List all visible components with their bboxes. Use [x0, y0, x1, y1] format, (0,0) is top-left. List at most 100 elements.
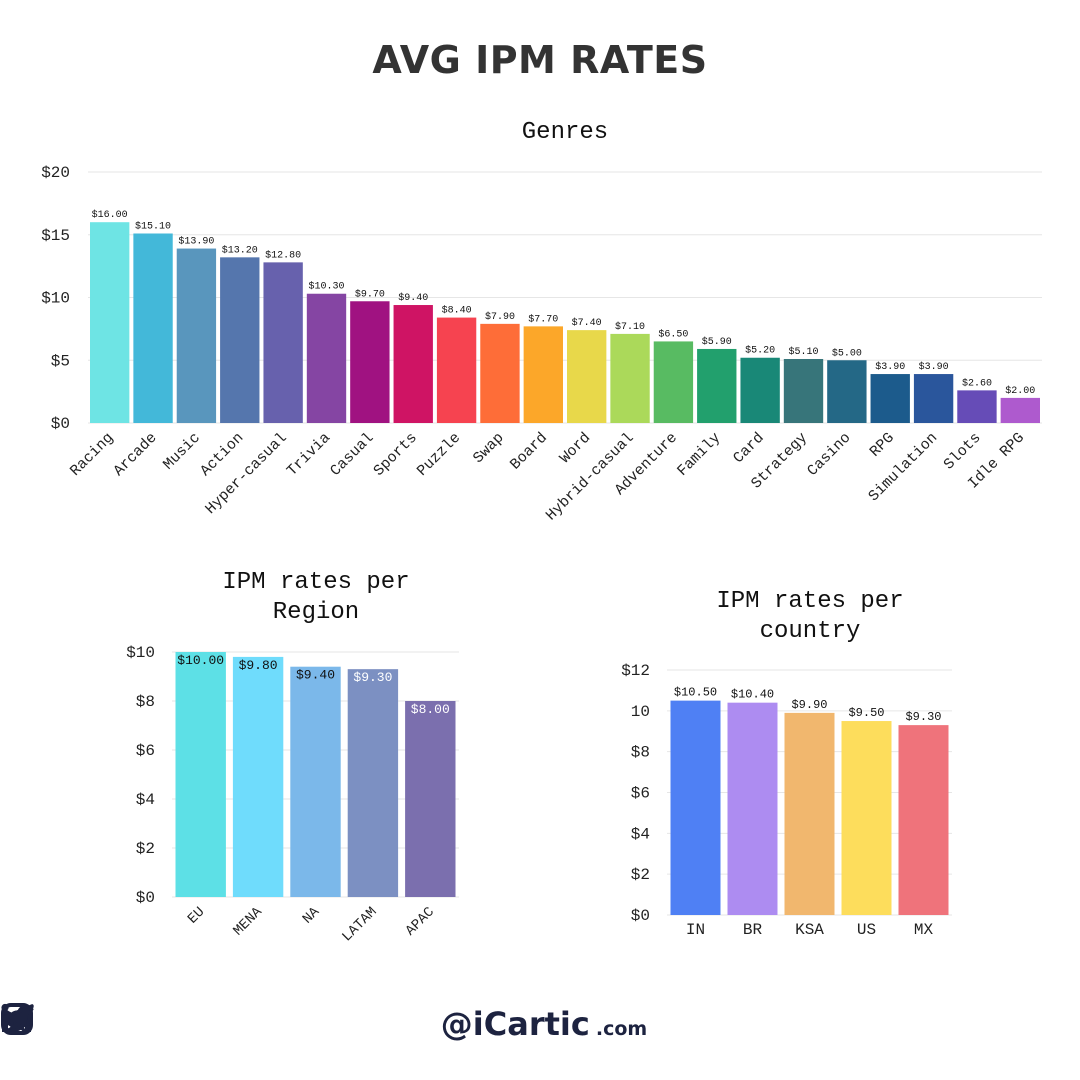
region-y-tick-label: $8	[136, 693, 155, 711]
genres-data-label: $13.20	[222, 244, 258, 256]
genres-data-label: $9.70	[355, 288, 385, 300]
genres-x-tick-label: Swap	[470, 430, 507, 467]
country-data-label: $9.90	[791, 698, 827, 712]
genres-x-tick-label: Trivia	[284, 430, 334, 480]
genres-bar[interactable]	[610, 333, 650, 423]
country-bar[interactable]	[898, 725, 949, 915]
genres-data-label: $5.90	[702, 336, 732, 348]
genres-bar[interactable]	[1000, 397, 1040, 423]
genres-data-label: $8.40	[442, 305, 472, 317]
genres-bar[interactable]	[436, 317, 477, 423]
country-x-tick-label: IN	[686, 921, 705, 939]
genres-bar[interactable]	[567, 330, 607, 423]
footer-handle[interactable]: @iCartic	[440, 1005, 590, 1043]
country-bar[interactable]	[841, 721, 892, 915]
genres-y-tick-label: $5	[51, 352, 70, 370]
region-y-tick-label: $6	[136, 742, 155, 760]
country-data-label: $10.40	[731, 688, 774, 702]
country-data-label: $10.50	[674, 686, 717, 700]
region-bar[interactable]	[405, 701, 456, 897]
genres-data-label: $3.90	[875, 361, 905, 373]
genres-data-label: $16.00	[92, 209, 128, 221]
country-bar[interactable]	[670, 700, 721, 915]
genres-data-label: $7.40	[572, 317, 602, 329]
genres-bar[interactable]	[90, 222, 130, 423]
genres-data-label: $10.30	[308, 281, 344, 293]
genres-bar[interactable]	[176, 248, 217, 423]
genres-bar[interactable]	[220, 257, 260, 423]
genres-data-label: $7.10	[615, 321, 645, 333]
region-data-label: $9.80	[239, 658, 278, 673]
telegram-icon[interactable]	[0, 1002, 36, 1036]
genres-y-tick-label: $0	[51, 415, 70, 433]
region-bar[interactable]	[290, 666, 341, 897]
genres-x-tick-label: Casual	[327, 430, 377, 480]
country-bar[interactable]	[727, 702, 778, 915]
region-bar[interactable]	[232, 656, 284, 897]
genres-bar[interactable]	[653, 341, 694, 423]
genres-bar[interactable]	[306, 293, 347, 423]
region-data-label: $9.30	[353, 670, 392, 685]
genres-bar[interactable]	[480, 323, 520, 423]
page-title: AVG IPM RATES	[372, 38, 708, 82]
genres-x-tick-label: Sports	[371, 430, 421, 480]
country-x-tick-label: MX	[914, 921, 934, 939]
genres-bar[interactable]	[957, 390, 997, 423]
genres-data-label: $6.50	[658, 328, 688, 340]
genres-bar[interactable]	[350, 301, 390, 423]
region-chart: IPM rates per Region $0 $2 $4 $6 $8 $10 $10.00 EU…	[126, 569, 459, 945]
country-y-tick-label: $6	[631, 785, 650, 803]
region-x-tick-label: APAC	[403, 904, 438, 939]
genres-chart: Genres $0 $5 $10 $15 $20 $16.00 Racing $15.10 Arc…	[41, 119, 1042, 524]
region-x-tick-label: MENA	[231, 904, 266, 939]
genres-bar[interactable]	[697, 348, 737, 423]
genres-bar[interactable]	[827, 360, 867, 423]
country-bar[interactable]	[784, 712, 835, 915]
region-x-tick-label: EU	[185, 904, 208, 927]
genres-x-tick-label: Card	[730, 430, 767, 467]
genres-data-label: $7.90	[485, 311, 515, 323]
region-title: Region	[273, 599, 359, 626]
region-x-tick-label: LATAM	[339, 904, 380, 945]
genres-data-label: $13.90	[178, 236, 214, 248]
genres-y-tick-label: $20	[41, 164, 70, 182]
country-data-label: $9.50	[848, 706, 884, 720]
country-x-tick-label: KSA	[795, 921, 824, 939]
genres-data-label: $12.80	[265, 249, 301, 261]
region-bar[interactable]	[347, 669, 399, 897]
country-x-tick-label: US	[857, 921, 876, 939]
genres-bar[interactable]	[783, 358, 824, 423]
genres-bar[interactable]	[393, 305, 433, 423]
genres-bar[interactable]	[740, 357, 780, 423]
genres-data-label: $5.10	[788, 346, 818, 358]
region-x-tick-label: NA	[300, 904, 324, 928]
genres-x-tick-label: Puzzle	[414, 430, 464, 480]
genres-bar[interactable]	[133, 233, 173, 423]
genres-x-tick-label: RPG	[867, 430, 898, 461]
genres-bar[interactable]	[263, 262, 303, 423]
genres-x-tick-label: Hyper-casual	[202, 430, 290, 518]
region-y-tick-label: $0	[136, 889, 155, 907]
genres-bar[interactable]	[870, 374, 910, 423]
region-bar[interactable]	[175, 652, 226, 897]
genres-y-tick-label: $15	[41, 227, 70, 245]
genres-data-label: $5.00	[832, 347, 862, 359]
region-y-tick-label: $4	[136, 791, 155, 809]
genres-data-label: $9.40	[398, 292, 428, 304]
genres-bar[interactable]	[523, 326, 563, 423]
genres-x-tick-label: Arcade	[110, 430, 160, 480]
country-y-tick-label: $4	[631, 825, 650, 843]
genres-x-tick-label: Family	[674, 430, 724, 480]
country-data-label: $9.30	[905, 710, 941, 724]
genres-x-tick-label: Racing	[67, 430, 117, 480]
country-y-tick-label: $8	[631, 744, 650, 762]
footer: @iCartic .com	[0, 1002, 1080, 1046]
country-title: IPM rates per	[716, 588, 903, 615]
genres-data-label: $2.60	[962, 377, 992, 389]
region-data-label: $10.00	[177, 653, 224, 668]
region-y-tick-label: $2	[136, 840, 155, 858]
region-y-tick-label: $10	[126, 644, 155, 662]
genres-data-label: $15.10	[135, 220, 171, 232]
genres-bar[interactable]	[913, 374, 954, 423]
